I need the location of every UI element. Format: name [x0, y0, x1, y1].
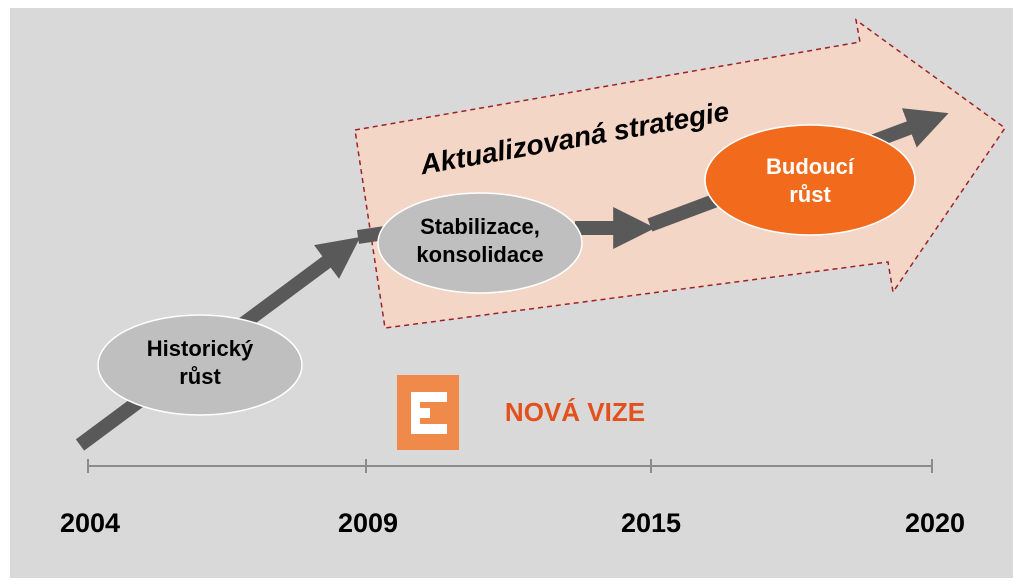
year-label: 2004 — [60, 508, 120, 538]
stage-label: růst — [789, 182, 831, 207]
stage-ellipse — [704, 124, 916, 236]
year-label: 2009 — [338, 508, 398, 538]
stage-label: Stabilizace, — [420, 214, 540, 239]
stage-label: Historický — [147, 336, 254, 361]
year-label: 2020 — [905, 508, 965, 538]
stage-label: konsolidace — [416, 242, 543, 267]
stage-label: růst — [179, 364, 221, 389]
stage-label: Budoucí — [766, 154, 855, 179]
stage-ellipse — [377, 192, 583, 294]
stage-ellipse — [97, 314, 303, 416]
year-label: 2015 — [621, 508, 681, 538]
logo-icon — [397, 375, 459, 450]
timeline-ticks — [87, 459, 933, 473]
logo-text: NOVÁ VIZE — [505, 397, 645, 427]
